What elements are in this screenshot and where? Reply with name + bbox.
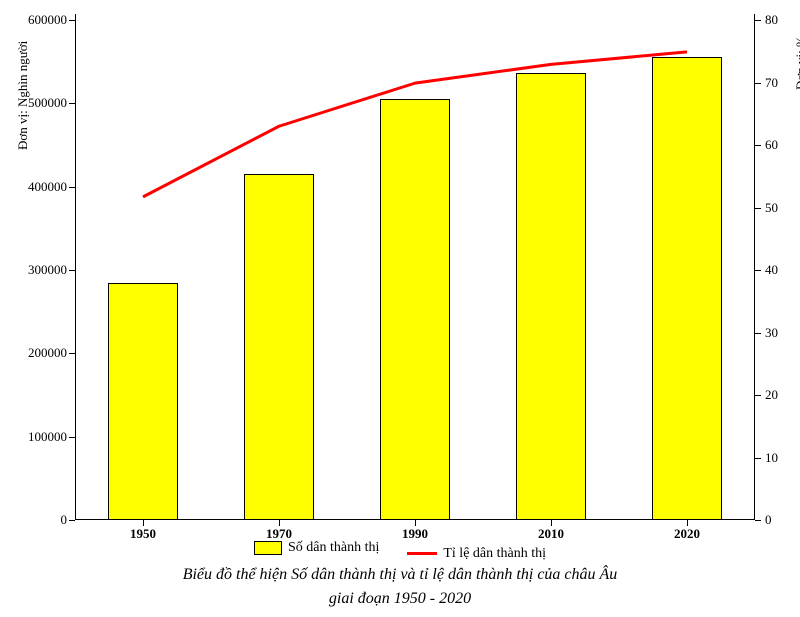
y2-tick-label: 60	[765, 137, 800, 153]
y2-tick-label: 0	[765, 512, 800, 528]
y2-tick	[755, 458, 761, 459]
y1-tick-label: 300000	[7, 262, 67, 278]
y2-tick-label: 30	[765, 325, 800, 341]
y2-tick	[755, 83, 761, 84]
legend-swatch-line	[407, 552, 437, 555]
y2-tick-label: 80	[765, 12, 800, 28]
y2-tick-label: 40	[765, 262, 800, 278]
y1-tick-label: 600000	[7, 12, 67, 28]
plot-area: 0100000200000300000400000500000600000010…	[75, 20, 755, 520]
line-layer	[75, 20, 755, 520]
y2-tick-label: 20	[765, 387, 800, 403]
y1-tick	[69, 520, 75, 521]
caption-line-1: Biểu đồ thể hiện Số dân thành thị và tỉ …	[0, 563, 800, 587]
legend-item: Tỉ lệ dân thành thị	[407, 546, 546, 562]
legend-swatch-box	[254, 541, 282, 555]
chart-caption: Biểu đồ thể hiện Số dân thành thị và tỉ …	[0, 563, 800, 611]
y2-tick-label: 50	[765, 200, 800, 216]
y1-tick-label: 200000	[7, 345, 67, 361]
caption-line-2: giai đoạn 1950 - 2020	[0, 587, 800, 611]
legend: Số dân thành thị Tỉ lệ dân thành thị	[0, 540, 800, 562]
y2-tick	[755, 208, 761, 209]
y1-tick-label: 0	[7, 512, 67, 528]
chart-container: 0100000200000300000400000500000600000010…	[0, 0, 800, 617]
y2-tick	[755, 395, 761, 396]
y2-tick	[755, 20, 761, 21]
y2-tick	[755, 520, 761, 521]
y2-axis-title: Đơn vị: %	[793, 36, 800, 90]
legend-label: Số dân thành thị	[288, 540, 379, 556]
y1-tick-label: 100000	[7, 429, 67, 445]
y2-tick	[755, 333, 761, 334]
y1-axis-title: Đơn vị: Nghìn người	[15, 41, 31, 150]
trend-line	[143, 52, 687, 197]
legend-label: Tỉ lệ dân thành thị	[443, 546, 546, 562]
legend-item: Số dân thành thị	[254, 540, 379, 556]
y2-tick	[755, 145, 761, 146]
y2-tick	[755, 270, 761, 271]
y2-tick-label: 10	[765, 450, 800, 466]
y1-tick-label: 400000	[7, 179, 67, 195]
